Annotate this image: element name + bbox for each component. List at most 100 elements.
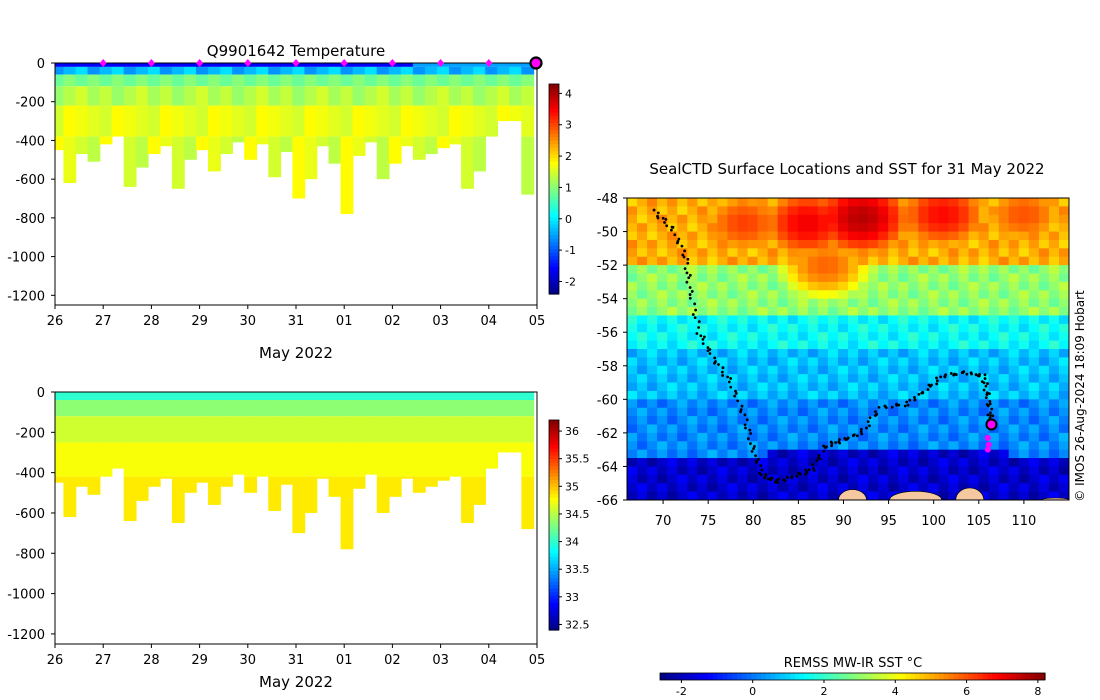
profile-cell [376, 400, 390, 417]
sst-cell [667, 307, 678, 317]
profile-cell [436, 442, 450, 477]
profile-cell [316, 74, 330, 87]
profile-cell [55, 476, 65, 483]
profile-cell [509, 105, 523, 122]
sst-cell [968, 340, 980, 350]
profile-cell [521, 442, 535, 477]
sst-cell [978, 349, 990, 358]
track-point [769, 478, 773, 482]
temperature-colorbar-segment [549, 147, 559, 152]
sst-cell [1058, 483, 1069, 493]
sst-cell [807, 441, 819, 451]
sst-cell [1058, 206, 1069, 216]
profile-cell [424, 63, 438, 67]
sst-cell [667, 483, 678, 493]
salinity-colorbar-segment [549, 511, 559, 516]
sst-cell [667, 424, 678, 434]
sst-cell [717, 374, 729, 384]
sst-cell [717, 424, 729, 434]
sst-cell [988, 248, 1000, 258]
sst-colorbar-segment [886, 673, 892, 680]
sst-cell [948, 449, 960, 459]
sst-cell [657, 248, 668, 258]
sst-cell [1058, 390, 1069, 400]
sst-cell [717, 265, 729, 275]
sst-cell [817, 424, 829, 434]
profile-cell [280, 136, 294, 153]
sst-cell [637, 239, 648, 249]
profile-cell [388, 63, 402, 67]
sst-cell [697, 382, 708, 392]
sst-cell [797, 273, 809, 283]
sst-cell [948, 466, 960, 476]
sst-cell [707, 432, 719, 442]
sst-cell [647, 466, 658, 476]
temperature-colorbar-segment [549, 245, 559, 250]
sst-cell [1048, 407, 1060, 417]
sst-cell [827, 340, 839, 350]
sst-cell [898, 290, 909, 300]
profile-cell [220, 74, 233, 87]
sst-cell [737, 483, 749, 493]
sst-cell [807, 223, 819, 233]
sst-cell [1048, 273, 1060, 283]
profile-cell [473, 476, 486, 505]
profile-cell [364, 66, 378, 75]
profile-cell [388, 400, 402, 417]
sst-cell [767, 407, 779, 417]
sst-cell [878, 323, 889, 333]
profile-cell [521, 74, 535, 87]
sst-cell [1058, 198, 1069, 207]
profile-cell [340, 400, 354, 417]
sst-cell [1018, 239, 1030, 249]
sst-colorbar-segment [895, 673, 902, 680]
sst-cell [1008, 323, 1020, 333]
sst-cell [888, 424, 899, 434]
salinity-colorbar-segment [549, 504, 559, 509]
sst-cell [1028, 332, 1040, 342]
sst-cell [898, 298, 909, 308]
sst-cell [837, 206, 849, 216]
sst-cell [767, 491, 779, 500]
profile-cell [473, 442, 486, 477]
sst-cell [767, 382, 779, 392]
sst-cell [938, 474, 950, 484]
sst-cell [807, 198, 819, 207]
sst-cell [787, 281, 799, 291]
x-tick-label: 27 [95, 653, 112, 668]
sst-cell [878, 449, 889, 459]
sst-cell [928, 357, 940, 367]
sst-cell [1048, 399, 1060, 409]
salinity-colorbar-segment [549, 514, 559, 519]
sst-cell [918, 449, 929, 459]
sst-cell [637, 474, 648, 484]
profile-cell [159, 86, 173, 106]
sst-cell [747, 290, 759, 300]
sst-cell [827, 449, 839, 459]
sst-cell [747, 357, 759, 367]
sst-cell [848, 332, 859, 342]
sst-cell [1008, 198, 1020, 207]
track-point [664, 218, 668, 221]
temperature-colorbar-frame [548, 83, 560, 295]
sst-cell [777, 265, 789, 275]
profile-cell [63, 74, 77, 87]
sst-cell [777, 349, 789, 358]
sst-cell [677, 206, 688, 216]
sst-cell [1038, 223, 1050, 233]
track-point [661, 216, 665, 220]
sst-cell [848, 390, 859, 400]
sst-cell [858, 290, 869, 300]
sst-cell [848, 407, 859, 417]
profile-cell [280, 476, 294, 485]
sst-cell [1008, 239, 1020, 249]
sst-cell [697, 491, 708, 500]
track-point [875, 412, 879, 416]
sst-colorbar-segment [1040, 673, 1046, 680]
sst-cell [677, 491, 688, 500]
temperature-colorbar-segment [549, 231, 559, 236]
track-point [989, 411, 992, 415]
sst-cell [878, 382, 889, 392]
profile-cell [340, 63, 354, 67]
sst-cell [888, 390, 899, 400]
